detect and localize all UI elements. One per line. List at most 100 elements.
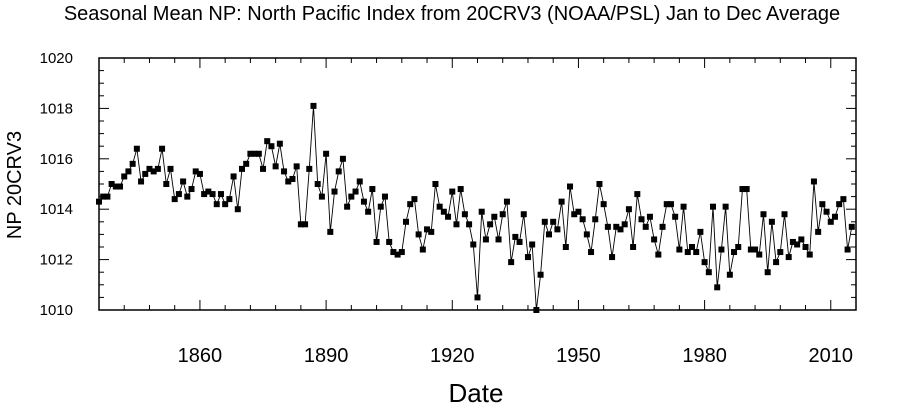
data-point — [167, 165, 174, 172]
data-point — [365, 208, 372, 215]
data-point — [268, 143, 275, 150]
data-point — [604, 223, 611, 230]
data-point — [407, 201, 414, 208]
data-point — [785, 254, 792, 261]
y-tick-label: 1010 — [40, 302, 73, 319]
data-point — [436, 203, 443, 210]
data-point — [810, 178, 817, 185]
data-point — [794, 241, 801, 248]
data-point — [592, 216, 599, 223]
data-point — [180, 178, 187, 185]
data-point — [625, 206, 632, 213]
data-point — [234, 206, 241, 213]
y-axis-label: NP 20CRV3 — [4, 131, 26, 239]
data-point — [567, 183, 574, 190]
data-point — [184, 193, 191, 200]
data-point — [831, 213, 838, 220]
y-tick-label: 1018 — [40, 100, 73, 117]
data-point — [217, 191, 224, 198]
data-point — [272, 163, 279, 170]
data-point — [415, 231, 422, 238]
data-point — [403, 218, 410, 225]
data-point — [550, 218, 557, 225]
data-point — [747, 246, 754, 253]
data-point — [638, 216, 645, 223]
data-point — [524, 254, 531, 261]
data-point — [335, 168, 342, 175]
data-point — [142, 170, 149, 177]
data-point — [470, 241, 477, 248]
series-line — [98, 105, 853, 311]
data-point — [213, 201, 220, 208]
data-point — [251, 150, 258, 157]
data-point — [318, 193, 325, 200]
data-point — [289, 175, 296, 182]
data-point — [693, 249, 700, 256]
data-point — [192, 168, 199, 175]
data-point — [285, 178, 292, 185]
data-point — [121, 173, 128, 180]
data-point — [764, 269, 771, 276]
data-point — [516, 238, 523, 245]
x-tick-label: 1860 — [178, 345, 223, 367]
data-point — [482, 236, 489, 243]
data-point — [377, 203, 384, 210]
data-point — [432, 181, 439, 187]
data-point — [230, 173, 237, 180]
data-point — [373, 238, 380, 245]
data-point — [255, 150, 262, 157]
data-point — [537, 271, 544, 278]
data-point — [264, 138, 271, 145]
plot-frame — [98, 57, 857, 311]
data-point — [512, 233, 519, 240]
data-point — [684, 249, 691, 256]
data-point — [108, 181, 115, 187]
data-point — [545, 231, 552, 238]
data-point — [323, 150, 330, 157]
data-point — [714, 284, 721, 291]
data-point — [163, 181, 170, 187]
data-point — [768, 218, 775, 225]
x-tick-label: 2010 — [809, 345, 854, 367]
y-tick-label: 1014 — [40, 201, 73, 218]
data-point — [655, 251, 662, 258]
data-point — [600, 201, 607, 208]
data-point — [327, 228, 334, 235]
x-tick-label: 1890 — [304, 345, 349, 367]
data-point — [419, 246, 426, 253]
data-point — [125, 168, 132, 175]
data-point — [276, 140, 283, 147]
data-point — [159, 145, 166, 152]
data-point — [789, 238, 796, 245]
data-point — [302, 221, 309, 228]
data-point — [260, 165, 267, 172]
data-point — [798, 236, 805, 243]
data-point — [390, 249, 397, 256]
data-point — [238, 165, 245, 172]
y-tick-label: 1016 — [40, 151, 73, 168]
x-tick-label: 1920 — [430, 345, 475, 367]
data-point — [154, 165, 161, 172]
data-point — [331, 188, 338, 195]
data-point — [306, 165, 313, 172]
data-point — [201, 191, 208, 198]
data-point — [188, 186, 195, 193]
data-point — [445, 213, 452, 220]
chart-title: Seasonal Mean NP: North Pacific Index fr… — [63, 3, 841, 25]
data-point — [209, 191, 216, 198]
data-point — [314, 181, 321, 187]
data-point — [609, 254, 616, 261]
data-point — [369, 186, 376, 193]
data-point — [150, 168, 157, 175]
data-point — [146, 165, 153, 172]
data-point — [667, 201, 674, 208]
data-point — [819, 201, 826, 208]
data-point — [781, 211, 788, 218]
data-point — [243, 160, 250, 167]
x-tick-label: 1980 — [682, 345, 727, 367]
data-point — [394, 251, 401, 258]
data-point — [348, 193, 355, 200]
data-point — [356, 178, 363, 185]
data-point — [676, 246, 683, 253]
